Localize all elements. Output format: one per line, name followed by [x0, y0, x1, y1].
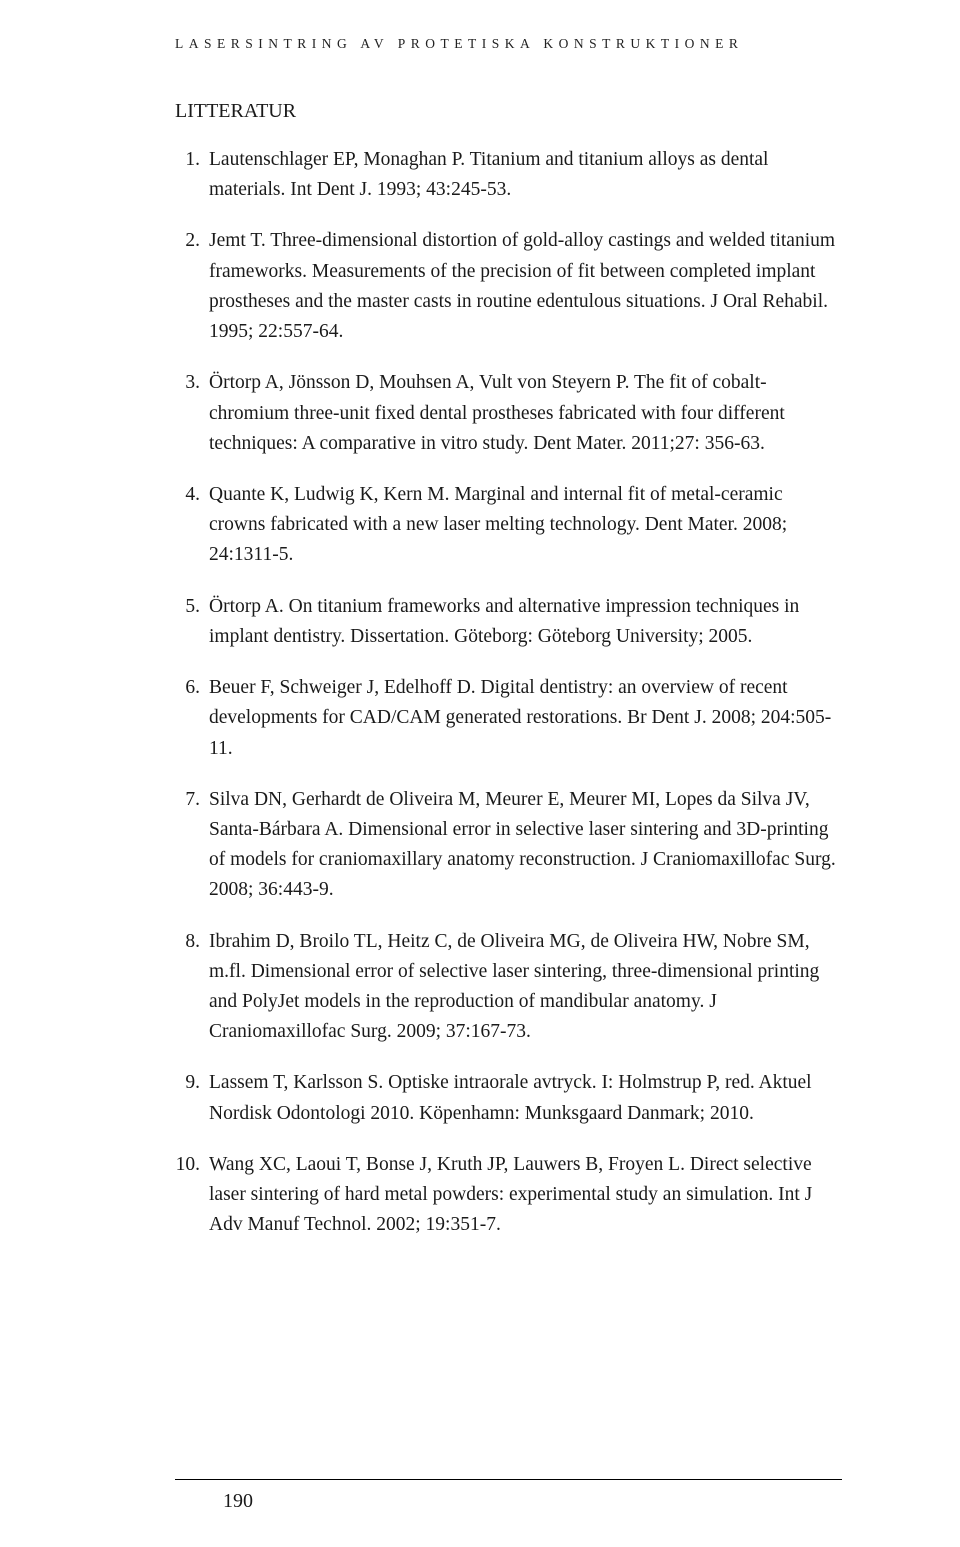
reference-item: 9.Lassem T, Karlsson S. Optiske intraora…	[175, 1068, 842, 1128]
reference-number: 6.	[175, 673, 209, 764]
reference-number: 2.	[175, 226, 209, 347]
reference-text: Lassem T, Karlsson S. Optiske intraorale…	[209, 1068, 842, 1128]
reference-text: Jemt T. Three-dimensional distortion of …	[209, 226, 842, 347]
reference-item: 3.Örtorp A, Jönsson D, Mouhsen A, Vult v…	[175, 368, 842, 459]
reference-text: Beuer F, Schweiger J, Edelhoff D. Digita…	[209, 673, 842, 764]
running-header: LASERSINTRING AV PROTETISKA KONSTRUKTION…	[175, 36, 842, 52]
reference-number: 9.	[175, 1068, 209, 1128]
reference-item: 6.Beuer F, Schweiger J, Edelhoff D. Digi…	[175, 673, 842, 764]
page-footer: 190	[175, 1479, 842, 1513]
reference-text: Quante K, Ludwig K, Kern M. Marginal and…	[209, 480, 842, 571]
page-content: LASERSINTRING AV PROTETISKA KONSTRUKTION…	[0, 0, 960, 1302]
reference-text: Silva DN, Gerhardt de Oliveira M, Meurer…	[209, 785, 842, 906]
reference-text: Ibrahim D, Broilo TL, Heitz C, de Olivei…	[209, 927, 842, 1048]
reference-item: 2.Jemt T. Three-dimensional distortion o…	[175, 226, 842, 347]
reference-number: 4.	[175, 480, 209, 571]
reference-item: 10.Wang XC, Laoui T, Bonse J, Kruth JP, …	[175, 1150, 842, 1241]
reference-list: 1.Lautenschlager EP, Monaghan P. Titaniu…	[175, 145, 842, 1241]
reference-text: Wang XC, Laoui T, Bonse J, Kruth JP, Lau…	[209, 1150, 842, 1241]
reference-number: 1.	[175, 145, 209, 205]
reference-item: 7.Silva DN, Gerhardt de Oliveira M, Meur…	[175, 785, 842, 906]
section-title: LITTERATUR	[175, 100, 842, 123]
reference-number: 8.	[175, 927, 209, 1048]
reference-item: 5.Örtorp A. On titanium frameworks and a…	[175, 592, 842, 652]
reference-item: 1.Lautenschlager EP, Monaghan P. Titaniu…	[175, 145, 842, 205]
page-number: 190	[223, 1490, 842, 1513]
reference-number: 7.	[175, 785, 209, 906]
reference-text: Örtorp A. On titanium frameworks and alt…	[209, 592, 842, 652]
reference-item: 4.Quante K, Ludwig K, Kern M. Marginal a…	[175, 480, 842, 571]
reference-text: Lautenschlager EP, Monaghan P. Titanium …	[209, 145, 842, 205]
reference-number: 5.	[175, 592, 209, 652]
reference-text: Örtorp A, Jönsson D, Mouhsen A, Vult von…	[209, 368, 842, 459]
reference-number: 10.	[175, 1150, 209, 1241]
reference-number: 3.	[175, 368, 209, 459]
reference-item: 8.Ibrahim D, Broilo TL, Heitz C, de Oliv…	[175, 927, 842, 1048]
